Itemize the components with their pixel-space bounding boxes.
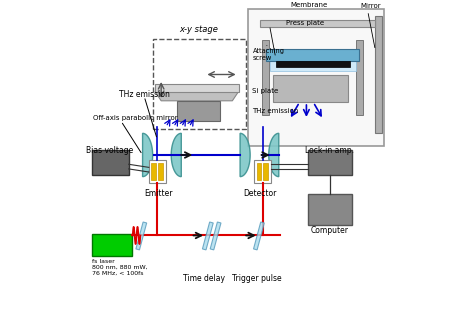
Bar: [276, 61, 350, 67]
Bar: [248, 9, 384, 146]
Bar: [308, 150, 352, 175]
Polygon shape: [202, 222, 213, 250]
Polygon shape: [143, 133, 153, 177]
Bar: [151, 163, 156, 180]
Text: Bias voltage: Bias voltage: [86, 146, 134, 155]
Bar: [260, 20, 375, 27]
Text: Time delay: Time delay: [183, 274, 226, 283]
Text: Membrane: Membrane: [291, 2, 328, 8]
Polygon shape: [136, 222, 146, 250]
Text: Off-axis parabolic mirror: Off-axis parabolic mirror: [93, 115, 178, 121]
Bar: [270, 51, 356, 71]
Bar: [154, 39, 246, 129]
Text: Lock-in amp.: Lock-in amp.: [305, 146, 355, 155]
Bar: [177, 101, 220, 121]
Bar: [308, 194, 352, 225]
Bar: [91, 150, 128, 175]
Bar: [375, 16, 382, 133]
Bar: [149, 160, 166, 183]
Text: x-y stage: x-y stage: [179, 25, 218, 34]
Bar: [91, 234, 132, 256]
Bar: [262, 41, 269, 115]
Text: Si plate: Si plate: [253, 89, 279, 95]
Bar: [158, 163, 163, 180]
Bar: [264, 163, 268, 180]
Text: Emitter: Emitter: [144, 189, 173, 198]
Polygon shape: [155, 91, 238, 101]
Text: fs laser
800 nm, 880 mW,
76 MHz, < 100fs: fs laser 800 nm, 880 mW, 76 MHz, < 100fs: [91, 259, 147, 276]
Polygon shape: [240, 133, 250, 177]
Text: THz emission: THz emission: [253, 108, 299, 114]
Bar: [273, 75, 347, 102]
Bar: [266, 50, 359, 61]
Text: Mirror: Mirror: [360, 3, 381, 9]
Text: THz emission: THz emission: [119, 90, 170, 99]
Polygon shape: [210, 222, 221, 250]
Text: Press plate: Press plate: [286, 20, 324, 27]
Bar: [256, 163, 262, 180]
Bar: [356, 41, 363, 115]
Text: Computer: Computer: [311, 226, 349, 235]
Polygon shape: [155, 84, 238, 91]
Text: Detector: Detector: [244, 189, 277, 198]
Bar: [254, 160, 271, 183]
Polygon shape: [269, 133, 279, 177]
Polygon shape: [254, 222, 264, 250]
Text: Trigger pulse: Trigger pulse: [232, 274, 282, 283]
Polygon shape: [171, 133, 181, 177]
Text: Attaching
screw: Attaching screw: [253, 48, 284, 61]
